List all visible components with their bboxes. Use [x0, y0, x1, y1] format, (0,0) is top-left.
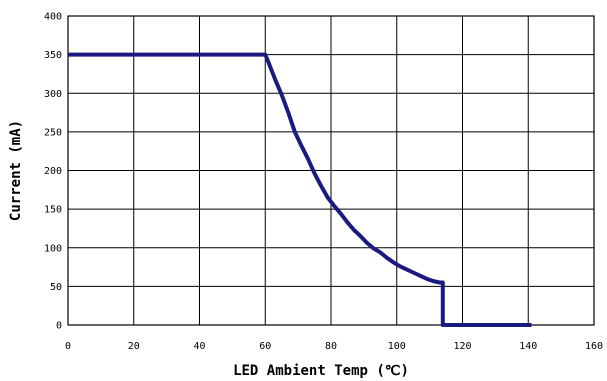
x-tick-label: 40 [193, 341, 205, 352]
y-tick-label: 250 [44, 127, 62, 138]
y-tick-label: 200 [44, 166, 62, 177]
x-tick-label: 80 [325, 341, 337, 352]
tick-labels: 0 20 40 60 80 100 120 140 160 0 50 100 150 200 250 300 3… [44, 12, 603, 353]
y-tick-label: 0 [56, 321, 62, 332]
y-tick-label: 100 [44, 243, 62, 254]
x-tick-label: 140 [519, 341, 537, 352]
y-tick-label: 300 [44, 89, 62, 100]
x-tick-label: 120 [453, 341, 471, 352]
x-tick-label: 100 [388, 341, 406, 352]
x-tick-label: 160 [585, 341, 603, 352]
x-tick-label: 20 [128, 341, 140, 352]
y-tick-label: 50 [50, 282, 62, 293]
y-tick-label: 400 [44, 12, 62, 23]
x-axis-title: LED Ambient Temp (℃) [233, 363, 409, 379]
x-tick-label: 0 [65, 341, 71, 352]
series-layer [68, 52, 532, 327]
y-tick-label: 150 [44, 205, 62, 216]
y-axis-title: Current (mA) [8, 120, 24, 221]
y-tick-label: 350 [44, 50, 62, 61]
plot-frame [67, 15, 595, 326]
x-tick-label: 60 [259, 341, 271, 352]
grid [67, 15, 595, 326]
derating-curve [68, 52, 532, 327]
